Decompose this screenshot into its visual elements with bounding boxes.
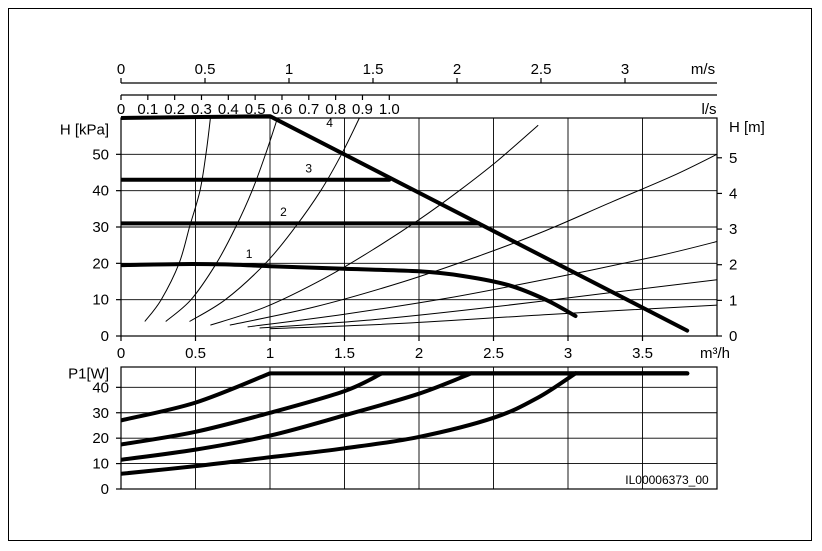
top-axis-ms-label: 2 (453, 61, 461, 78)
top-axis-ls-unit: l/s (702, 101, 717, 118)
head-ylabel-left: H [kPa] (60, 121, 109, 138)
head-ytick-label-m: 3 (729, 221, 737, 238)
power-ytick-label: 30 (92, 405, 109, 422)
head-ytick-label-kpa: 10 (92, 292, 109, 309)
head-ytick-label-m: 4 (729, 185, 737, 202)
system-curve (259, 279, 717, 329)
head-ytick-label-kpa: 50 (92, 146, 109, 163)
top-axis-ls-label: 0.5 (245, 101, 266, 118)
top-axis-ms-label: 2.5 (531, 61, 552, 78)
top-axis-ls-label: 0 (117, 101, 125, 118)
top-axis-ls-label: 0.2 (164, 101, 185, 118)
head-ytick-label-m: 2 (729, 257, 737, 274)
figure-frame (8, 8, 812, 541)
head-xtick-label: 2 (415, 345, 423, 362)
head-ytick-label-m: 0 (729, 328, 737, 345)
power-curves-group (121, 371, 690, 476)
top-axis-ms-label: 0.5 (195, 61, 216, 78)
head-xtick-label: 1.5 (334, 345, 355, 362)
pump-curve-label: 1 (246, 247, 253, 261)
pump-curve-label: 2 (280, 205, 287, 219)
power-plot-frame (120, 366, 718, 490)
head-xtick-label: 0.5 (185, 345, 206, 362)
head-ytick-label-kpa: 0 (101, 328, 109, 345)
system-curve (247, 241, 717, 328)
top-axis-ls-label: 0.7 (298, 101, 319, 118)
head-ytick-label-m: 5 (729, 150, 737, 167)
power-curve-1 (121, 371, 578, 476)
top-axis-ms-label: 1.5 (363, 61, 384, 78)
head-xtick-label: 0 (117, 345, 125, 362)
head-curves-group (121, 114, 717, 333)
top-axis-ls-label: 0.8 (325, 101, 346, 118)
power-ytick-label: 10 (92, 456, 109, 473)
head-xlabel-unit: m³/h (700, 345, 730, 362)
top-axis-ls-label: 0.3 (191, 101, 212, 118)
top-axis-ms-label: 1 (285, 61, 293, 78)
pump-curve-label: 3 (305, 162, 312, 176)
pump-curve-label: 4 (326, 116, 333, 130)
top-axis-ls-label: 0.4 (218, 101, 239, 118)
power-ytick-label: 20 (92, 430, 109, 447)
power-ytick-label: 0 (101, 481, 109, 498)
top-axis-ms-unit: m/s (691, 61, 715, 78)
top-axis-ls-label: 0.9 (352, 101, 373, 118)
system-curve (229, 153, 717, 326)
head-xtick-label: 3.5 (632, 345, 653, 362)
pump-curve-1 (121, 262, 578, 318)
figure-id-label: IL00006373_00 (625, 473, 709, 487)
pump-curve-4 (121, 114, 690, 333)
head-ytick-label-kpa: 40 (92, 183, 109, 200)
power-curve-2 (121, 371, 474, 462)
head-ytick-label-m: 1 (729, 292, 737, 309)
top-axis-ls-label: 1.0 (379, 101, 400, 118)
power-ytick-label: 40 (92, 379, 109, 396)
top-axis-ls-label: 0.6 (272, 101, 293, 118)
system-curve (144, 117, 211, 322)
top-axis-ls-label: 0.1 (137, 101, 158, 118)
head-xtick-label: 1 (266, 345, 274, 362)
power-curve-3 (121, 371, 384, 447)
head-xtick-label: 2.5 (483, 345, 504, 362)
system-curve (165, 117, 278, 322)
head-xtick-label: 3 (564, 345, 572, 362)
top-axis-ms-label: 3 (621, 61, 629, 78)
head-ylabel-right: H [m] (729, 119, 765, 136)
head-ytick-label-kpa: 30 (92, 219, 109, 236)
system-curve (210, 124, 539, 326)
power-curve-4 (121, 371, 272, 423)
top-axis-ms-label: 0 (117, 61, 125, 78)
power-ylabel: P1[W] (68, 366, 109, 383)
head-ytick-label-kpa: 20 (92, 255, 109, 272)
